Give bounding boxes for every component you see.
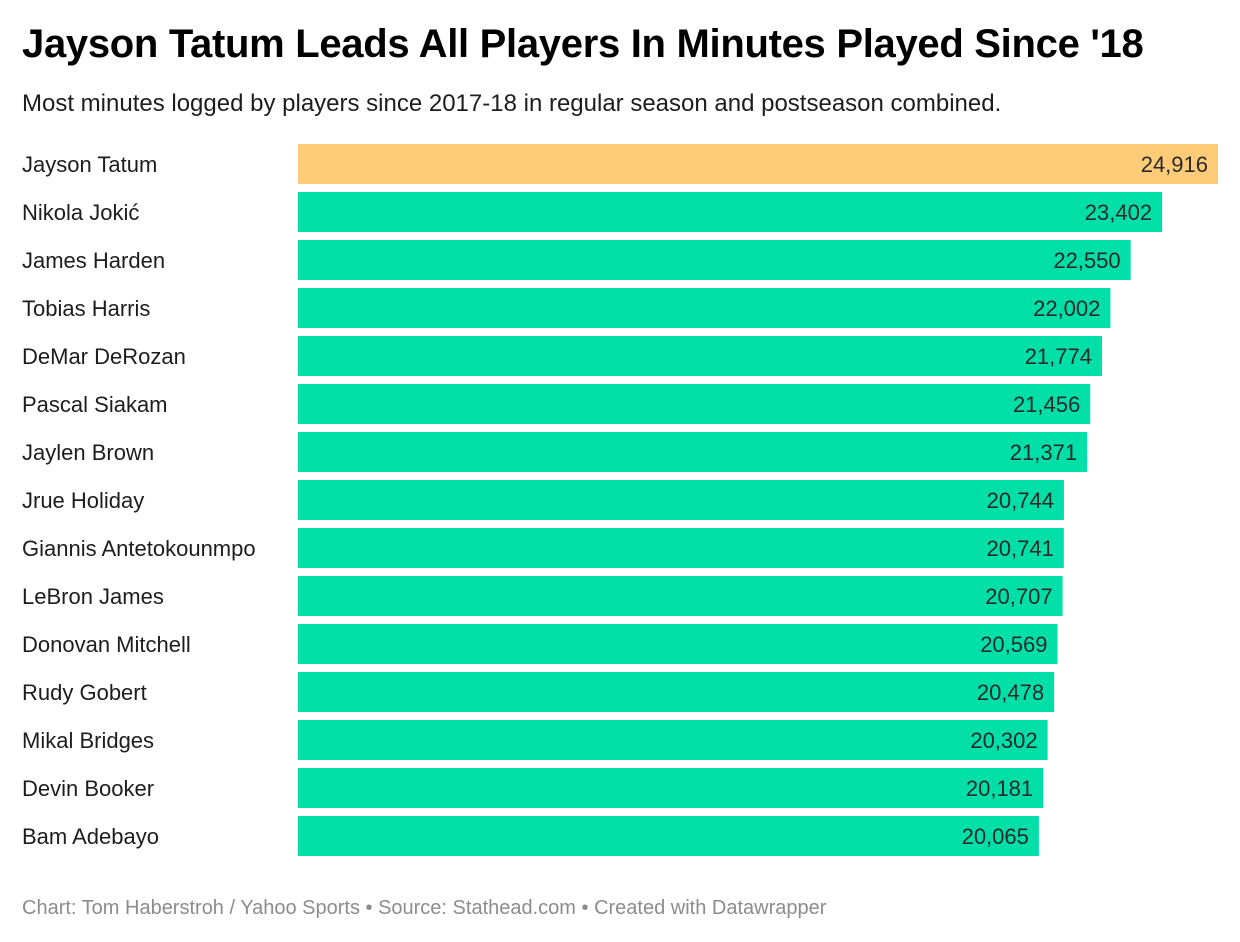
category-label: Giannis Antetokounmpo bbox=[22, 536, 256, 561]
category-label: Nikola Jokić bbox=[22, 200, 139, 225]
bar bbox=[298, 192, 1163, 232]
bar-value-label: 20,707 bbox=[985, 584, 1052, 609]
bar bbox=[298, 336, 1102, 376]
bar-value-label: 21,456 bbox=[1013, 392, 1080, 417]
chart-title: Jayson Tatum Leads All Players In Minute… bbox=[22, 22, 1144, 66]
bar-value-label: 21,371 bbox=[1010, 440, 1077, 465]
chart-footer-credit: Chart: Tom Haberstroh / Yahoo Sports • S… bbox=[22, 897, 827, 919]
category-label: Rudy Gobert bbox=[22, 680, 147, 705]
bar-value-label: 20,478 bbox=[977, 680, 1044, 705]
bar bbox=[298, 576, 1063, 616]
category-label: James Harden bbox=[22, 248, 165, 273]
highlighted-bar bbox=[298, 144, 1218, 184]
bar bbox=[298, 624, 1058, 664]
category-label: Mikal Bridges bbox=[22, 728, 154, 753]
category-label: Jayson Tatum bbox=[22, 152, 157, 177]
category-label: Bam Adebayo bbox=[22, 824, 159, 849]
bar-value-label: 20,181 bbox=[966, 776, 1033, 801]
bar bbox=[298, 528, 1064, 568]
bar-value-label: 20,569 bbox=[980, 632, 1047, 657]
category-label: Pascal Siakam bbox=[22, 392, 168, 417]
bar-value-label: 23,402 bbox=[1085, 200, 1152, 225]
category-label: Devin Booker bbox=[22, 776, 154, 801]
bar-value-label: 20,302 bbox=[970, 728, 1037, 753]
bar bbox=[298, 432, 1088, 472]
bar bbox=[298, 384, 1091, 424]
bar-value-label: 21,774 bbox=[1025, 344, 1092, 369]
bar bbox=[298, 240, 1131, 280]
bar-value-label: 20,741 bbox=[987, 536, 1054, 561]
bar bbox=[298, 288, 1111, 328]
category-label: Jaylen Brown bbox=[22, 440, 154, 465]
chart-subtitle: Most minutes logged by players since 201… bbox=[22, 90, 1002, 117]
bar bbox=[298, 720, 1048, 760]
bar bbox=[298, 672, 1055, 712]
category-label: Jrue Holiday bbox=[22, 488, 144, 513]
category-label: DeMar DeRozan bbox=[22, 344, 186, 369]
bar bbox=[298, 480, 1064, 520]
bar-value-label: 22,002 bbox=[1033, 296, 1100, 321]
bar bbox=[298, 768, 1044, 808]
bar bbox=[298, 816, 1039, 856]
bar-value-label: 20,065 bbox=[962, 824, 1029, 849]
bar-value-label: 24,916 bbox=[1141, 152, 1208, 177]
bar-value-label: 20,744 bbox=[987, 488, 1054, 513]
bar-value-label: 22,550 bbox=[1053, 248, 1120, 273]
category-label: LeBron James bbox=[22, 584, 164, 609]
category-label: Tobias Harris bbox=[22, 296, 150, 321]
category-label: Donovan Mitchell bbox=[22, 632, 191, 657]
